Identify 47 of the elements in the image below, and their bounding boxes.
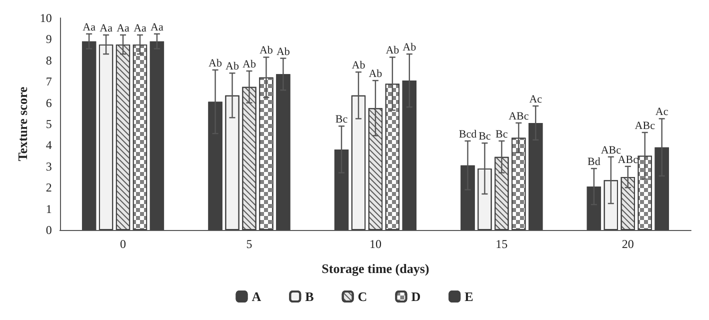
y-tick-label: 4 [46,138,52,152]
data-label: Bcd [458,128,478,140]
data-label: Aa [150,21,164,34]
data-label: Ab [386,44,400,57]
data-label: Ab [259,44,274,57]
legend-label: E [464,289,474,304]
x-axis-title: Storage time (days) [322,261,430,276]
data-label: ABc [634,120,656,132]
y-tick-label: 8 [46,53,52,68]
data-label: Ab [352,60,366,72]
y-tick-label: 10 [40,11,52,25]
legend-label: A [252,289,262,304]
x-tick-label: 20 [622,237,634,251]
data-label: Aa [100,22,113,34]
data-label: Ab [242,58,256,70]
y-tick-label: 7 [46,74,52,89]
x-tick-label: 5 [246,237,252,251]
y-tick-label: 2 [46,180,52,195]
y-axis-title: Texture score [15,86,30,162]
data-label: Aa [82,21,96,34]
data-label: Ab [402,42,417,54]
data-label: Aa [116,22,130,34]
legend-label: C [358,289,368,304]
data-label: ABc [508,110,529,122]
data-label: ABc [600,144,622,156]
y-tick-label: 6 [46,96,52,110]
y-tick-label: 5 [46,117,52,131]
data-label: Bc [496,128,508,140]
y-tick-label: 0 [46,223,52,237]
data-label: Ab [208,57,222,70]
x-tick-label: 10 [369,237,382,251]
y-tick-label: 9 [46,32,52,46]
data-label: Ab [276,46,290,58]
legend-label: B [305,289,314,304]
data-label: Ab [368,68,383,80]
data-label: Ac [529,93,542,106]
data-label: Ab [226,60,240,73]
legend-label: D [411,289,421,304]
x-tick-label: 15 [496,237,508,251]
x-tick-label: 0 [120,237,126,251]
y-tick-label: 1 [46,202,52,216]
data-label: Bc [335,114,348,126]
y-tick-label: 3 [46,159,52,174]
data-label: Aa [134,22,147,34]
data-label: Bd [588,156,601,168]
data-label: Ac [655,106,668,118]
data-label: Bc [478,130,491,143]
